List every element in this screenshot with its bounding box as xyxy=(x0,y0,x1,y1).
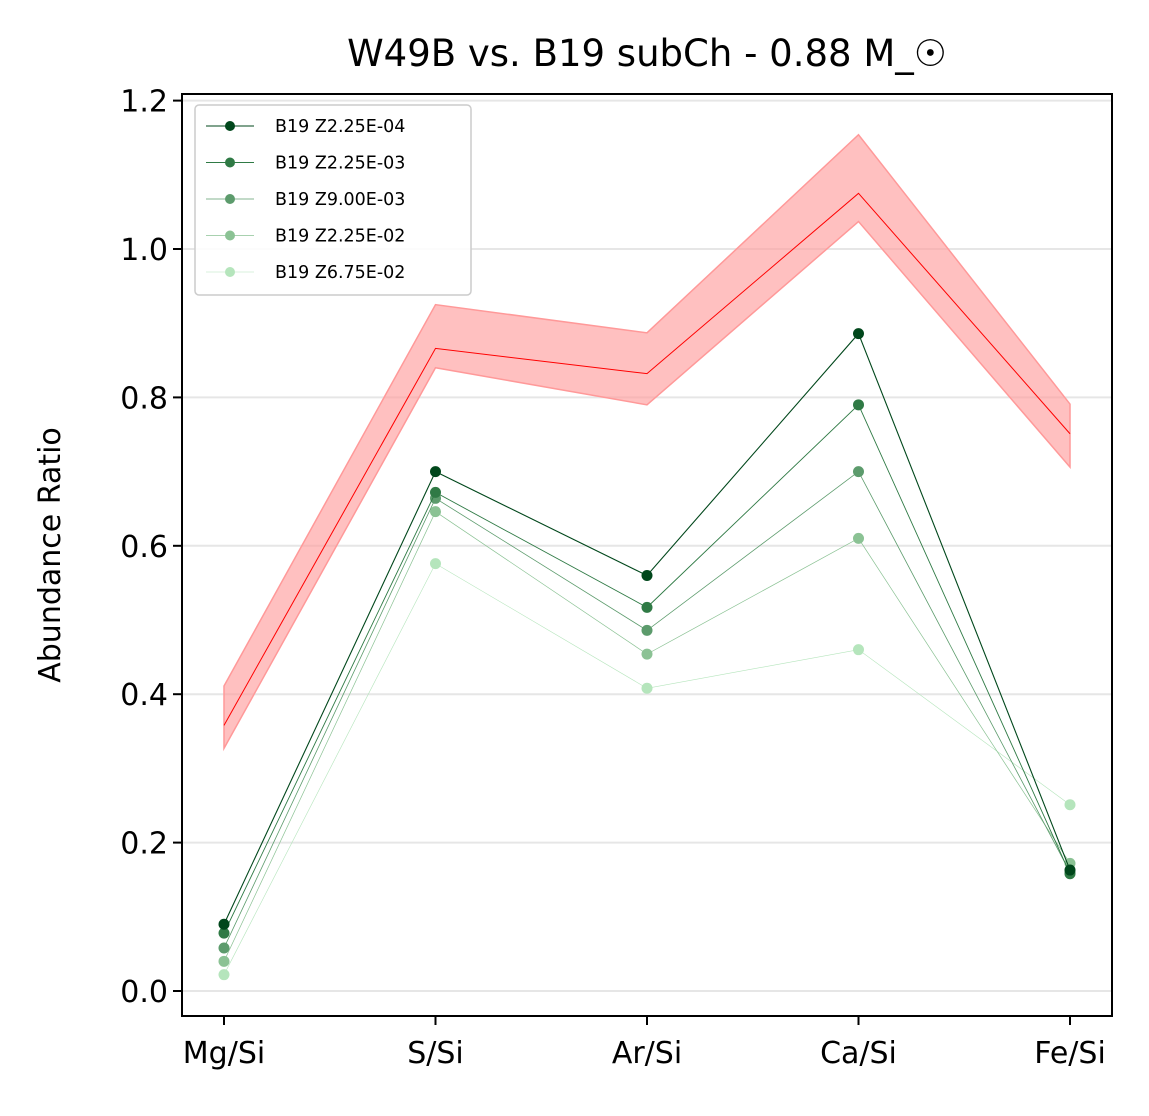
data-point xyxy=(641,682,653,694)
y-tick-label: 0.0 xyxy=(120,975,168,1010)
data-point xyxy=(853,644,864,656)
data-point xyxy=(430,466,441,478)
legend-label: B19 Z2.25E-03 xyxy=(275,154,405,174)
data-point xyxy=(430,558,441,570)
y-tick-label: 0.4 xyxy=(120,678,168,713)
data-point xyxy=(1064,799,1076,811)
observed-line xyxy=(223,192,1071,726)
observed-band xyxy=(223,133,1071,752)
x-tick-label: S/Si xyxy=(407,1036,464,1071)
y-tick-label: 0.8 xyxy=(120,381,168,416)
data-point xyxy=(641,648,653,660)
data-point xyxy=(218,955,230,967)
data-point xyxy=(853,532,864,544)
legend-item: B19 Z9.00E-03 xyxy=(206,190,405,210)
data-point xyxy=(641,569,653,581)
legend: B19 Z2.25E-04 B19 Z2.25E-03 B19 Z9.00E-03 B… xyxy=(194,104,472,296)
data-point xyxy=(430,486,441,498)
legend-item: B19 Z2.25E-04 xyxy=(206,117,405,137)
data-point xyxy=(430,506,441,518)
y-tick-label: 0.2 xyxy=(120,827,168,862)
observed-uncertainty-band xyxy=(223,133,1071,752)
series xyxy=(218,506,1076,967)
legend-marker xyxy=(225,194,235,204)
legend-label: B19 Z6.75E-02 xyxy=(275,263,405,283)
y-axis-label: Abundance Ratio xyxy=(33,427,68,683)
x-tick-label: Ca/Si xyxy=(820,1036,897,1071)
chart-title: W49B vs. B19 subCh - 0.88 M_☉ xyxy=(347,32,947,75)
data-point xyxy=(853,466,864,478)
data-point xyxy=(1064,864,1076,876)
legend-box xyxy=(194,104,472,296)
data-point xyxy=(218,927,230,939)
y-tick-label: 1.0 xyxy=(120,233,168,268)
legend-label: B19 Z2.25E-02 xyxy=(275,227,405,247)
x-tick-label: Ar/Si xyxy=(612,1036,682,1071)
legend-marker xyxy=(225,157,235,168)
data-point xyxy=(641,601,653,613)
legend-label: B19 Z2.25E-04 xyxy=(275,117,405,137)
data-point xyxy=(218,969,230,981)
series xyxy=(218,328,1076,930)
legend-marker xyxy=(225,267,235,277)
legend-item: B19 Z2.25E-02 xyxy=(206,227,405,247)
data-point xyxy=(641,624,653,636)
y-tick-label: 1.2 xyxy=(120,85,168,120)
data-point xyxy=(218,918,230,930)
x-tick-label: Fe/Si xyxy=(1034,1036,1106,1071)
x-tick-label: Mg/Si xyxy=(183,1036,265,1071)
legend-marker xyxy=(225,121,235,131)
series xyxy=(218,558,1076,981)
series-lines xyxy=(218,328,1076,981)
data-point xyxy=(853,328,864,340)
y-tick-label: 0.6 xyxy=(120,530,168,565)
x-axis: Mg/Si S/Si Ar/Si Ca/Si Fe/Si xyxy=(183,1016,1106,1071)
legend-item: B19 Z2.25E-03 xyxy=(206,154,405,174)
legend-item: B19 Z6.75E-02 xyxy=(206,263,405,283)
legend-marker xyxy=(225,230,235,241)
legend-label: B19 Z9.00E-03 xyxy=(275,190,405,210)
y-axis: 0.0 0.2 0.4 0.6 0.8 1.0 1.2 xyxy=(120,85,182,1010)
data-point xyxy=(853,399,864,411)
data-point xyxy=(218,942,230,954)
